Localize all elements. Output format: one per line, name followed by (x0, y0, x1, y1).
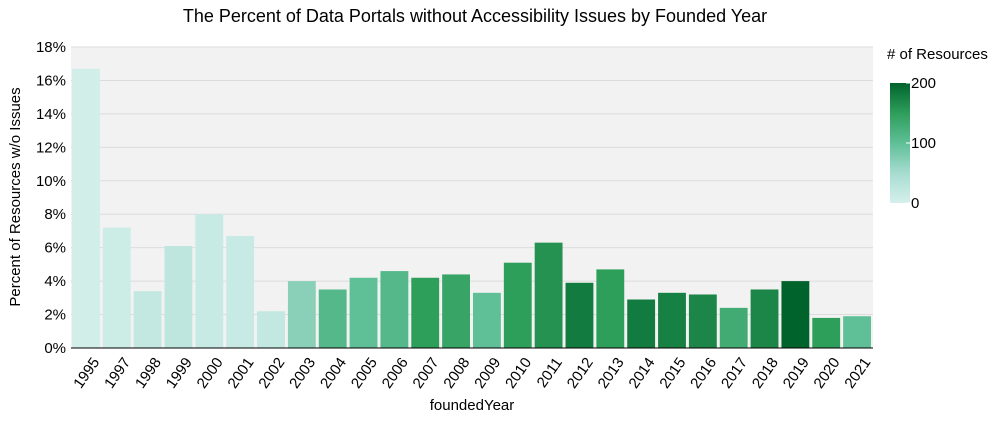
x-tick-label: 2011 (534, 355, 566, 391)
bar-2009 (473, 292, 501, 348)
legend-title: # of Resources (887, 46, 988, 63)
y-tick-label: 2% (44, 307, 66, 324)
bar-2020 (812, 317, 841, 348)
bar-2013 (596, 269, 625, 348)
x-tick-label: 2014 (625, 355, 658, 392)
bar-2015 (658, 292, 686, 348)
x-tick-label: 1995 (70, 355, 103, 392)
y-tick-label: 6% (44, 240, 66, 257)
x-tick-label: 2017 (718, 355, 751, 392)
x-tick-label: 2002 (255, 355, 288, 392)
x-tick-label: 2009 (471, 355, 504, 392)
bar-2021 (843, 316, 871, 348)
bar-2002 (257, 311, 285, 348)
bar-2006 (380, 271, 409, 348)
x-tick-label: 2005 (348, 355, 381, 392)
legend-ticks: 200 100 0 (906, 75, 936, 212)
y-tick-label: 8% (44, 206, 66, 223)
y-tick-label: 16% (36, 72, 66, 89)
bar-2014 (627, 299, 656, 348)
bar-2003 (287, 281, 316, 348)
x-tick-label: 2008 (440, 355, 473, 392)
x-tick-label: 2003 (286, 355, 319, 392)
x-tick-label: 2016 (687, 355, 720, 392)
x-tick-label: 1997 (101, 355, 134, 392)
x-tick-label: 2018 (749, 355, 782, 392)
bar-2012 (565, 282, 594, 348)
x-tick-label: 2021 (841, 355, 874, 392)
y-tick-label: 4% (44, 273, 66, 290)
x-tick-label: 1999 (163, 355, 196, 392)
chart-title: The Percent of Data Portals without Acce… (183, 6, 767, 26)
bar-2016 (688, 294, 717, 348)
bar-2017 (719, 307, 748, 348)
bar-1999 (164, 245, 193, 348)
x-tick-labels: 1995199719981999200020012002200320042005… (70, 355, 874, 392)
bar-2010 (503, 262, 532, 348)
y-tick-label: 18% (36, 39, 66, 56)
bar-2018 (750, 289, 779, 348)
legend-tick-label: 100 (911, 135, 936, 152)
bar-2008 (442, 274, 470, 348)
bar-2007 (411, 277, 440, 348)
bar-2004 (318, 289, 347, 348)
bar-2011 (534, 242, 563, 348)
y-tick-label: 14% (36, 106, 66, 123)
x-tick-label: 2000 (194, 355, 227, 392)
x-tick-label: 2006 (379, 355, 412, 392)
x-tick-label: 2013 (595, 355, 628, 392)
y-tick-label: 10% (36, 173, 66, 190)
x-tick-label: 2015 (656, 355, 689, 392)
bar-1998 (133, 291, 162, 348)
legend-tick-label: 0 (911, 195, 919, 212)
x-tick-label: 2019 (780, 355, 813, 392)
x-axis-label: foundedYear (430, 397, 515, 414)
bar-2001 (226, 235, 255, 348)
bar-2000 (195, 214, 224, 348)
legend-color-bar (890, 83, 910, 203)
legend: # of Resources 200 100 0 (887, 46, 988, 212)
bar-1995 (72, 68, 100, 348)
x-tick-label: 2020 (811, 355, 844, 392)
y-axis-label: Percent of Resources w/o Issues (7, 87, 24, 306)
x-tick-label: 2012 (564, 355, 597, 392)
x-tick-label: 1998 (132, 355, 165, 392)
bars (72, 68, 871, 348)
x-tick-label: 2010 (502, 355, 535, 392)
x-tick-label: 2001 (224, 355, 257, 392)
legend-tick-label: 200 (911, 75, 936, 92)
y-tick-labels: 0% 2% 4% 6% 8% 10% 12% 14% 16% 18% (36, 39, 66, 357)
bar-2005 (349, 277, 378, 348)
bar-2019 (781, 281, 810, 348)
y-tick-label: 12% (36, 139, 66, 156)
y-tick-label: 0% (44, 340, 66, 357)
bar-1997 (102, 227, 131, 348)
x-tick-label: 2007 (410, 355, 443, 392)
x-tick-label: 2004 (317, 355, 350, 392)
